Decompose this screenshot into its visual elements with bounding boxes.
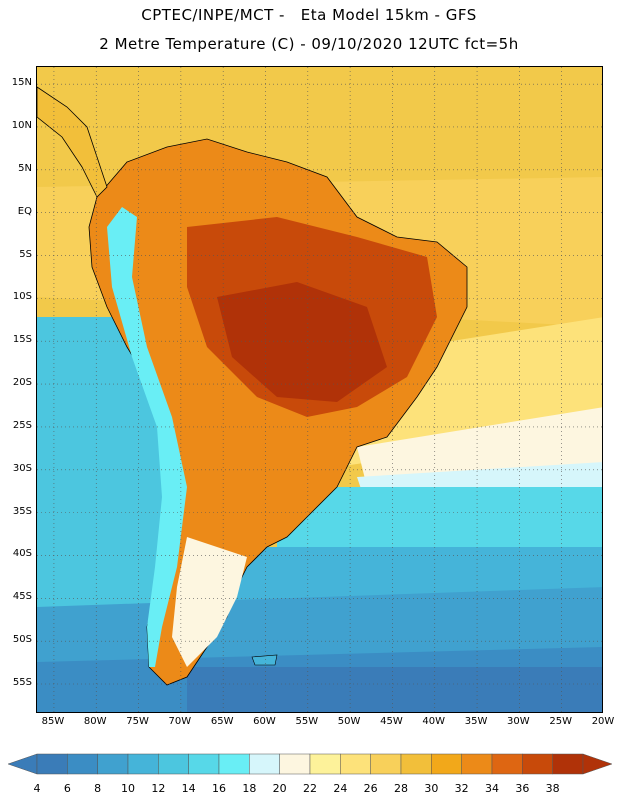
colorbar-level-label: 20 [272, 782, 287, 795]
colorbar-swatch [279, 753, 311, 775]
colorbar-level-label: 10 [121, 782, 135, 795]
colorbar-swatch [400, 753, 432, 775]
lat-label: 45S [12, 591, 32, 603]
colorbar-swatch [431, 753, 462, 775]
colorbar-swatch [36, 753, 68, 775]
colorbar-level-label: 24 [333, 782, 348, 795]
lon-label: 45W [380, 716, 403, 727]
lat-label: 30S [12, 462, 32, 474]
ocean-coldest-band [187, 667, 602, 712]
colorbar-swatch [370, 753, 402, 775]
colorbar-level-label: 8 [94, 782, 102, 795]
colorbar-level-label: 4 [33, 782, 41, 795]
lon-label: 75W [126, 716, 149, 727]
lon-label: 35W [464, 716, 488, 727]
lon-label: 50W [337, 716, 361, 727]
chart-title-line1: CPTEC/INPE/MCT - Eta Model 15km - GFS [141, 6, 477, 24]
lat-label: 25S [12, 419, 32, 431]
colorbar-level-label: 28 [394, 782, 408, 795]
map-svg [37, 67, 602, 712]
lon-label: 65W [210, 716, 234, 727]
pacific-cool-band [37, 317, 177, 627]
colorbar-swatch [218, 753, 250, 775]
temperature-map [36, 66, 603, 713]
colorbar-swatch [249, 753, 280, 775]
colorbar-swatch [340, 753, 371, 775]
colorbar-level-label: 30 [424, 782, 439, 795]
colorbar-swatch [97, 753, 129, 775]
colorbar-level-label: 38 [545, 782, 560, 795]
lat-label: 10S [12, 291, 32, 303]
colorbar-level-label: 36 [515, 782, 530, 795]
map-gridlines [37, 67, 602, 712]
lat-label: 5N [18, 162, 32, 174]
lat-label: 55S [12, 677, 32, 688]
patagonia-mild-region [172, 537, 247, 667]
lat-label: 5S [19, 248, 32, 260]
lat-label: 40S [12, 548, 32, 560]
lon-label: 40W [422, 716, 446, 727]
colorbar-left-arrow [7, 753, 38, 775]
lon-label: 85W [41, 716, 65, 727]
colorbar [7, 753, 613, 775]
colorbar-level-label: 12 [151, 782, 166, 795]
colorbar-swatch [522, 753, 553, 775]
lon-label: 60W [253, 716, 276, 727]
hottest-core-region [217, 282, 387, 402]
lon-label: 20W [591, 716, 615, 727]
chart-title-line2: 2 Metre Temperature (C) - 09/10/2020 12U… [99, 35, 519, 53]
colorbar-level-label: 14 [181, 782, 196, 795]
andes-cool-strip [107, 207, 187, 667]
lon-label: 70W [168, 716, 192, 727]
colorbar-level-label: 34 [485, 782, 499, 795]
colorbar-swatch [461, 753, 493, 775]
colorbar-swatch [309, 753, 341, 775]
colorbar-swatch [127, 753, 159, 775]
lat-label: EQ [17, 205, 32, 217]
lon-label: 30W [507, 716, 530, 727]
colorbar-swatch [491, 753, 523, 775]
lat-label: 20S [12, 377, 32, 389]
lat-label: 15S [12, 334, 32, 346]
lat-label: 15N [11, 77, 32, 89]
colorbar-level-label: 26 [363, 782, 378, 795]
lat-label: 10N [11, 119, 32, 131]
colorbar-swatch [67, 753, 98, 775]
colorbar-level-label: 32 [454, 782, 469, 795]
colorbar-swatch [552, 753, 584, 775]
colorbar-swatch [188, 753, 220, 775]
lon-label: 25W [549, 716, 572, 727]
colorbar-level-label: 16 [212, 782, 226, 795]
colorbar-right-arrow [582, 753, 613, 775]
lat-label: 50S [12, 634, 32, 646]
colorbar-swatch [158, 753, 189, 775]
falkland-islands [251, 654, 278, 666]
colorbar-level-label: 22 [303, 782, 317, 795]
lon-label: 55W [295, 716, 319, 727]
colorbar-level-label: 6 [63, 782, 71, 795]
lon-label: 80W [83, 716, 107, 727]
lat-label: 35S [12, 505, 32, 517]
colorbar-level-label: 18 [242, 782, 257, 795]
